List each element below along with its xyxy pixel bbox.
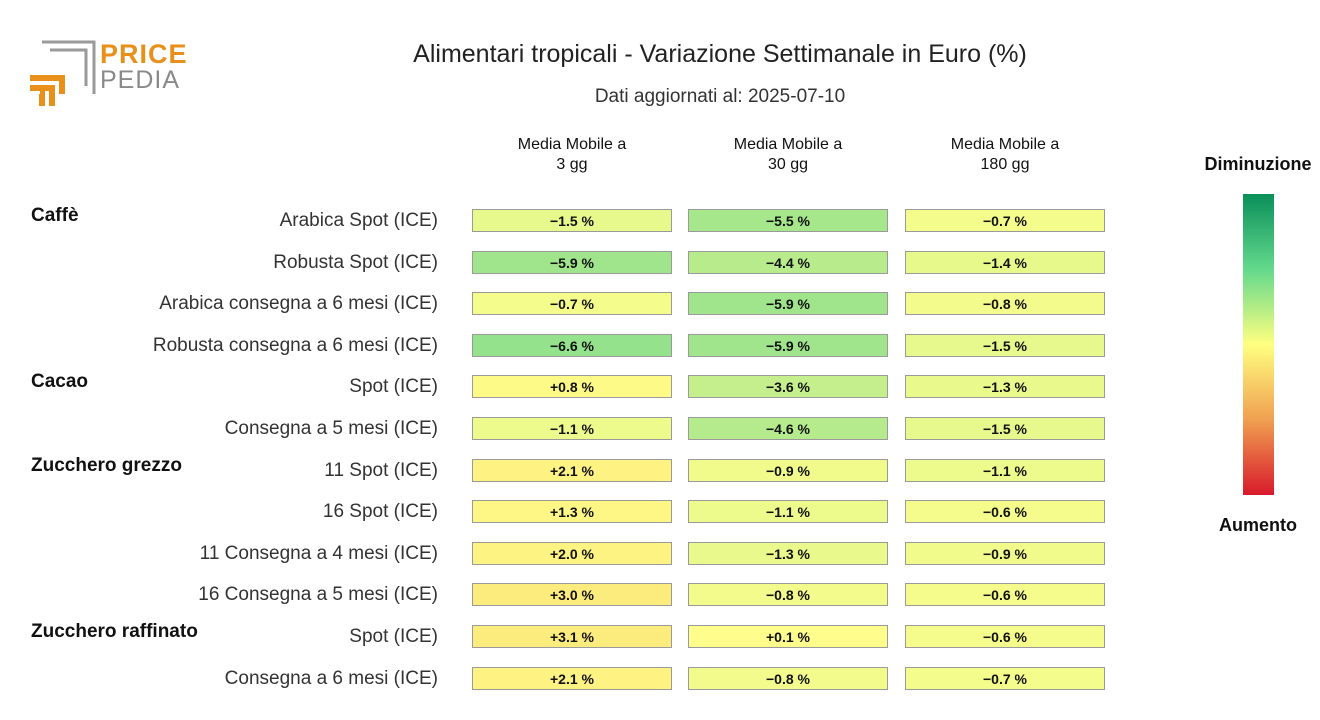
heatmap-cell: −5.9 % [688,333,888,357]
group-label: Caffè [31,205,79,226]
column-header: Media Mobile a 30 gg [733,136,843,173]
heatmap-cell: +2.1 % [472,458,672,482]
heatmap-cell: −1.5 % [472,209,672,232]
heatmap-cell: −4.6 % [688,417,888,440]
heatmap-cell: −0.8 % [688,583,888,607]
row-label: Consegna a 5 mesi (ICE) [224,418,438,439]
heatmap-cell: +3.0 % [472,583,672,607]
heatmap-cell: +3.1 % [472,625,672,648]
heatmap-cell: −4.4 % [688,250,888,274]
heatmap-cell: −0.6 % [905,625,1105,648]
chart-title: Alimentari tropicali - Variazione Settim… [413,40,1027,68]
row-label: Robusta Spot (ICE) [273,251,438,273]
heatmap-cell: −5.9 % [688,292,888,316]
row-label: 11 Consegna a 4 mesi (ICE) [199,542,438,564]
heatmap-cell: −1.1 % [688,500,888,524]
column-header: Media Mobile a 3 gg [517,136,627,173]
heatmap-cell: −1.3 % [905,375,1105,399]
heatmap-cell: +2.1 % [472,666,672,690]
heatmap-cell: +1.3 % [472,500,672,524]
heatmap-cell: −0.9 % [905,541,1105,565]
heatmap-cell: −1.1 % [905,458,1105,482]
legend-bottom-label: Aumento [1219,515,1297,535]
legend-color-scale [1243,194,1274,495]
row-label: 16 Consegna a 5 mesi (ICE) [198,584,438,606]
heatmap-cell: −1.4 % [905,250,1105,274]
heatmap-cell: −3.6 % [688,375,888,399]
row-label: Spot (ICE) [349,376,438,398]
heatmap-cell: −1.5 % [905,417,1105,440]
heatmap-cell: −1.1 % [472,417,672,440]
logo-text-price: PRICE [100,39,188,69]
pricepedia-logo: PRICE PEDIA [28,36,198,112]
row-label: 16 Spot (ICE) [322,501,438,523]
chart-subtitle: Dati aggiornati al: 2025-07-10 [594,86,846,107]
group-label: Cacao [31,371,89,393]
row-label: Spot (ICE) [349,626,438,647]
heatmap-cell: +2.0 % [472,541,672,565]
heatmap-cell: −0.7 % [905,209,1105,232]
heatmap-cell: −0.7 % [472,292,672,316]
heatmap-cell: −5.5 % [688,209,888,232]
row-label: Arabica Spot (ICE) [279,210,438,231]
heatmap-cell: +0.8 % [472,375,672,399]
column-header: Media Mobile a 180 gg [950,136,1060,173]
heatmap-cell: −0.7 % [905,666,1105,690]
row-label: Robusta consegna a 6 mesi (ICE) [152,334,438,356]
legend-top-label: Diminuzione [1204,154,1312,174]
heatmap-cell: −5.9 % [472,250,672,274]
logo-text-pedia: PEDIA [100,66,181,94]
heatmap-cell: −0.8 % [688,666,888,690]
heatmap-cell: −0.6 % [905,500,1105,524]
row-label: 11 Spot (ICE) [324,459,438,481]
heatmap-cell: −1.3 % [688,541,888,565]
row-label: Arabica consegna a 6 mesi (ICE) [159,293,438,315]
heatmap-cell: −0.9 % [688,458,888,482]
logo-mark-icon [30,40,96,106]
heatmap-cell: −0.8 % [905,292,1105,316]
row-label: Consegna a 6 mesi (ICE) [224,667,438,689]
group-label: Zucchero raffinato [31,621,198,642]
heatmap-cell: −6.6 % [472,333,672,357]
group-label: Zucchero grezzo [31,454,182,476]
heatmap-cell: +0.1 % [688,625,888,648]
heatmap-cell: −0.6 % [905,583,1105,607]
heatmap-cell: −1.5 % [905,333,1105,357]
